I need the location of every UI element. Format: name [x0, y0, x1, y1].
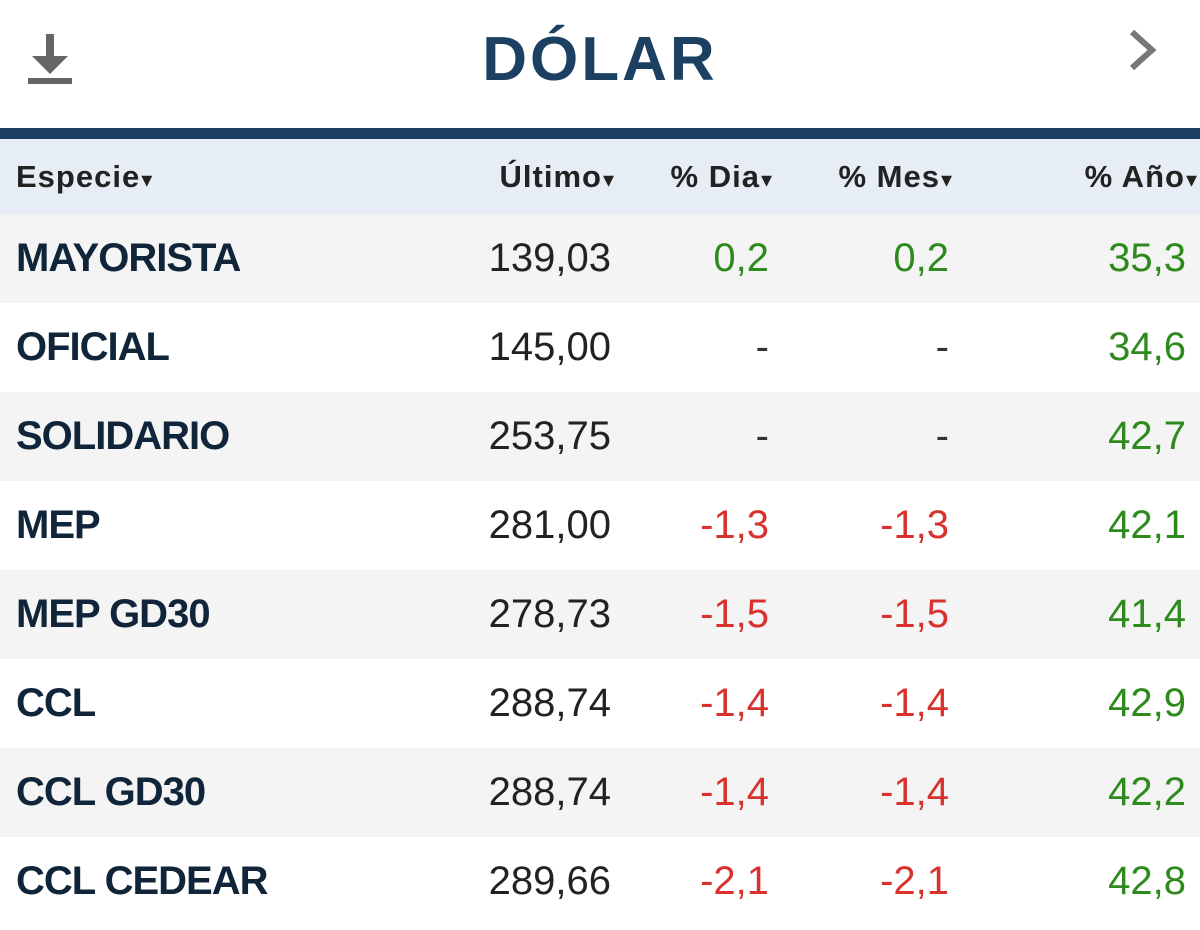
- table-row[interactable]: SOLIDARIO 253,75 - - 42,7: [0, 392, 1200, 481]
- cell-especie: CCL: [16, 681, 96, 725]
- table-row[interactable]: MEP 281,00 -1,3 -1,3 42,1: [0, 481, 1200, 570]
- table-row[interactable]: MAYORISTA 139,03 0,2 0,2 35,3: [0, 214, 1200, 303]
- cell-dia: -1,4: [700, 770, 769, 814]
- sort-caret-icon: ▾: [141, 166, 154, 192]
- column-header-especie[interactable]: Especie▾: [0, 139, 470, 214]
- table-row[interactable]: MEP GD30 278,73 -1,5 -1,5 41,4: [0, 570, 1200, 659]
- cell-especie: CCL CEDEAR: [16, 859, 269, 903]
- cell-especie: OFICIAL: [16, 325, 170, 369]
- column-header-mes[interactable]: % Mes▾: [783, 139, 963, 214]
- cell-mes: -1,5: [880, 592, 949, 636]
- cell-anio: 42,2: [1108, 770, 1186, 814]
- cell-mes: -2,1: [880, 859, 949, 903]
- page-title: DÓLAR: [482, 25, 718, 94]
- sort-caret-icon: ▾: [602, 166, 615, 192]
- cell-especie: CCL GD30: [16, 770, 206, 814]
- column-header-ultimo[interactable]: Último▾: [470, 139, 625, 214]
- sort-caret-icon: ▾: [760, 166, 773, 192]
- download-icon: [28, 34, 72, 84]
- column-header-dia[interactable]: % Dia▾: [625, 139, 783, 214]
- cell-mes: -: [935, 325, 949, 369]
- cell-dia: -1,4: [700, 681, 769, 725]
- cell-especie: SOLIDARIO: [16, 414, 230, 458]
- next-button[interactable]: [1124, 28, 1160, 72]
- cell-mes: -1,4: [880, 681, 949, 725]
- cell-ultimo: 288,74: [488, 770, 611, 814]
- column-header-label: % Dia: [670, 158, 760, 194]
- cell-especie: MAYORISTA: [16, 236, 241, 280]
- cell-ultimo: 289,66: [488, 859, 611, 903]
- table-row[interactable]: CCL GD30 288,74 -1,4 -1,4 42,2: [0, 748, 1200, 837]
- cell-anio: 42,9: [1108, 681, 1186, 725]
- cell-dia: -1,3: [700, 503, 769, 547]
- cell-ultimo: 139,03: [488, 236, 611, 280]
- cell-ultimo: 288,74: [488, 681, 611, 725]
- sort-caret-icon: ▾: [1185, 166, 1198, 192]
- cell-dia: -: [755, 325, 769, 369]
- column-header-label: % Mes: [838, 158, 940, 194]
- cell-mes: -1,3: [880, 503, 949, 547]
- column-header-label: % Año: [1084, 158, 1185, 194]
- cell-anio: 42,8: [1108, 859, 1186, 903]
- cell-mes: -1,4: [880, 770, 949, 814]
- download-button[interactable]: [24, 30, 76, 86]
- quotes-table: Especie▾ Último▾ % Dia▾ % Mes▾ % Año▾ MA…: [0, 139, 1200, 926]
- column-header-label: Último: [499, 158, 602, 194]
- cell-dia: 0,2: [713, 236, 769, 280]
- cell-ultimo: 278,73: [488, 592, 611, 636]
- column-header-anio[interactable]: % Año▾: [963, 139, 1200, 214]
- cell-especie: MEP: [16, 503, 101, 547]
- cell-mes: 0,2: [893, 236, 949, 280]
- sort-caret-icon: ▾: [940, 166, 953, 192]
- table-header-row: Especie▾ Último▾ % Dia▾ % Mes▾ % Año▾: [0, 139, 1200, 214]
- table-row[interactable]: OFICIAL 145,00 - - 34,6: [0, 303, 1200, 392]
- cell-anio: 42,7: [1108, 414, 1186, 458]
- cell-ultimo: 281,00: [488, 503, 611, 547]
- cell-anio: 42,1: [1108, 503, 1186, 547]
- cell-especie: MEP GD30: [16, 592, 211, 636]
- table-row[interactable]: CCL CEDEAR 289,66 -2,1 -2,1 42,8: [0, 837, 1200, 926]
- cell-dia: -2,1: [700, 859, 769, 903]
- chevron-right-icon: [1129, 29, 1157, 71]
- column-header-label: Especie: [16, 158, 141, 194]
- cell-ultimo: 253,75: [488, 414, 611, 458]
- widget-header: DÓLAR: [0, 0, 1200, 139]
- cell-mes: -: [935, 414, 949, 458]
- cell-anio: 35,3: [1108, 236, 1186, 280]
- cell-anio: 34,6: [1108, 325, 1186, 369]
- cell-anio: 41,4: [1108, 592, 1186, 636]
- cell-dia: -: [755, 414, 769, 458]
- cell-ultimo: 145,00: [488, 325, 611, 369]
- table-row[interactable]: CCL 288,74 -1,4 -1,4 42,9: [0, 659, 1200, 748]
- cell-dia: -1,5: [700, 592, 769, 636]
